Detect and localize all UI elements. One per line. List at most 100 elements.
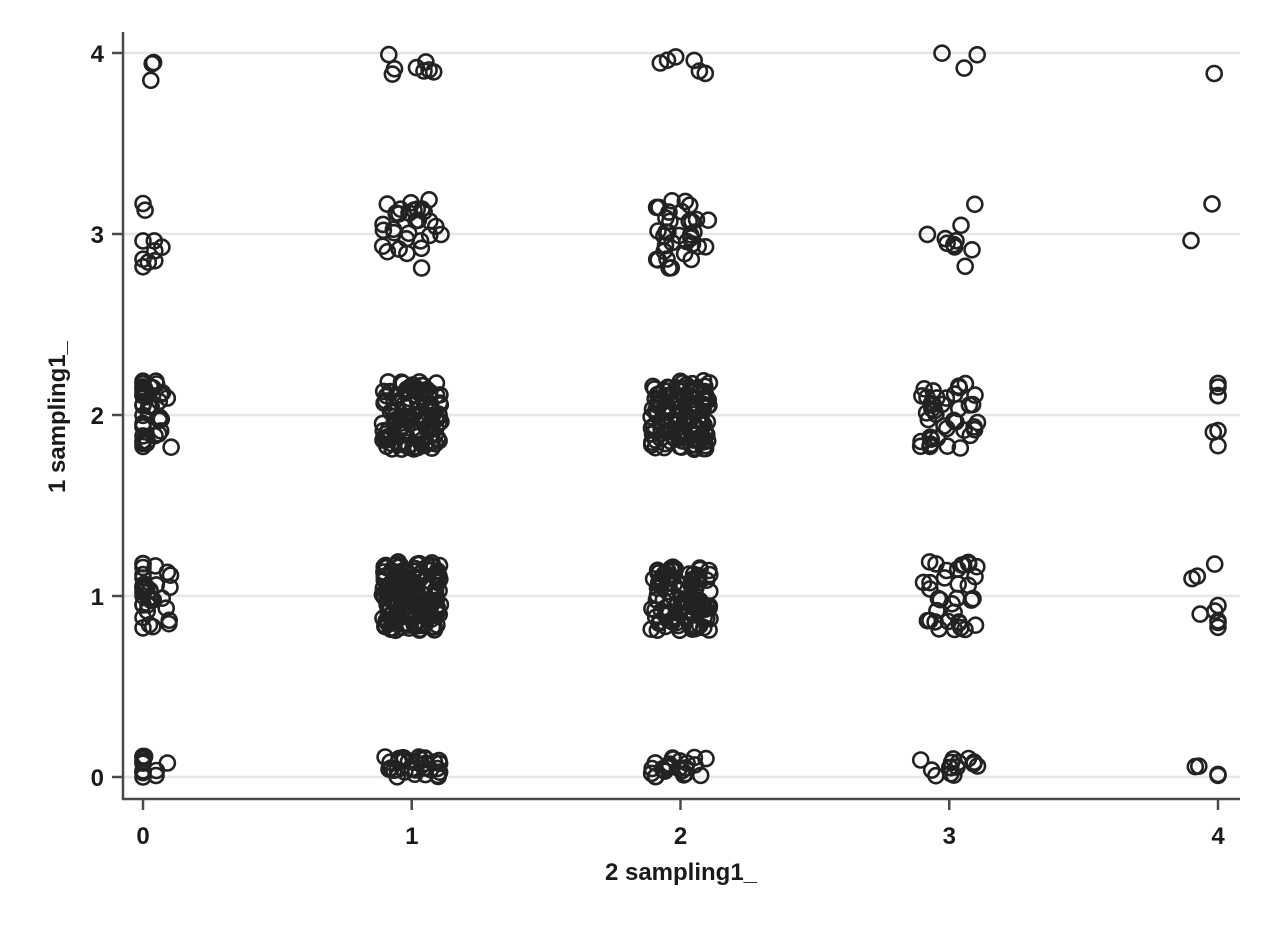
data-point [377, 431, 396, 449]
data-point [373, 414, 392, 433]
data-point [949, 575, 968, 593]
data-point [396, 614, 415, 632]
data-point [423, 554, 441, 572]
data-point [924, 382, 943, 400]
data-point [694, 595, 713, 614]
data-point [955, 421, 973, 440]
data-point [144, 53, 163, 72]
data-point [663, 192, 681, 210]
data-point [160, 614, 178, 633]
data-point [1203, 195, 1221, 213]
data-point [644, 570, 663, 588]
data-point [966, 567, 984, 586]
data-point [384, 611, 403, 629]
data-point [158, 563, 177, 582]
data-point [1182, 231, 1200, 250]
data-point [1188, 567, 1207, 586]
data-point [959, 749, 978, 768]
data-point [955, 59, 974, 77]
data-point [670, 426, 688, 445]
data-point [917, 404, 936, 422]
data-point [1209, 611, 1227, 630]
data-point [927, 405, 945, 424]
data-point [1209, 618, 1227, 637]
data-point [660, 604, 679, 623]
data-point [375, 588, 394, 607]
data-point [931, 590, 950, 609]
data-point [384, 401, 402, 420]
data-point [956, 257, 975, 276]
data-point [410, 382, 429, 401]
data-point [405, 765, 424, 784]
data-point [674, 421, 693, 440]
data-point [947, 232, 965, 250]
data-point [655, 242, 674, 260]
data-point [391, 556, 410, 575]
data-point [694, 618, 713, 637]
data-point [377, 425, 395, 443]
data-point [911, 751, 930, 769]
data-point [698, 413, 717, 431]
data-point [666, 48, 685, 66]
data-point [911, 437, 930, 456]
data-point [648, 621, 667, 640]
data-point [146, 242, 164, 260]
data-point [408, 200, 427, 218]
ticks: 0 1 2 3 4 0 1 2 3 4 [91, 41, 1226, 850]
data-point [376, 748, 394, 766]
data-point [134, 194, 152, 213]
data-point [382, 589, 401, 608]
data-point [397, 230, 416, 248]
data-point [663, 613, 682, 631]
data-point [150, 411, 169, 430]
x-tick-label-2: 2 [674, 823, 687, 850]
data-point [670, 759, 688, 778]
data-point [651, 54, 670, 72]
data-point [420, 383, 439, 401]
data-point [134, 437, 152, 456]
data-point [940, 758, 959, 777]
data-point [381, 383, 400, 402]
data-point [686, 379, 704, 398]
data-point [952, 216, 970, 235]
data-point [378, 242, 397, 261]
y-tick-label-0: 0 [91, 765, 104, 792]
data-point [416, 750, 434, 768]
y-axis-title: 1 sampling1_ [44, 340, 71, 493]
data-point [397, 581, 415, 600]
data-point [643, 759, 661, 778]
data-point [392, 419, 410, 437]
data-point [921, 580, 939, 598]
data-point [928, 601, 946, 620]
data-point [430, 570, 449, 588]
data-point [646, 438, 665, 457]
data-point [699, 211, 718, 229]
data-point [387, 204, 405, 222]
data-point [134, 372, 152, 391]
data-point [158, 754, 177, 772]
data-point [134, 427, 152, 445]
data-point [939, 612, 958, 631]
data-point [690, 62, 709, 80]
data-point [407, 58, 426, 77]
data-point [151, 385, 170, 404]
data-point [161, 566, 180, 585]
data-point [134, 432, 152, 451]
data-point [685, 223, 703, 241]
data-point [374, 215, 392, 234]
data-point [662, 258, 681, 277]
data-points [134, 44, 1227, 786]
data-point [387, 564, 406, 583]
data-point [414, 598, 432, 617]
data-point [410, 406, 429, 425]
data-point [391, 385, 410, 404]
data-point [968, 45, 987, 64]
data-point [1209, 386, 1227, 405]
data-point [642, 436, 661, 454]
data-point [134, 558, 152, 577]
data-point [659, 223, 677, 242]
data-point [378, 578, 397, 596]
data-point [134, 257, 152, 276]
data-point [139, 402, 157, 421]
